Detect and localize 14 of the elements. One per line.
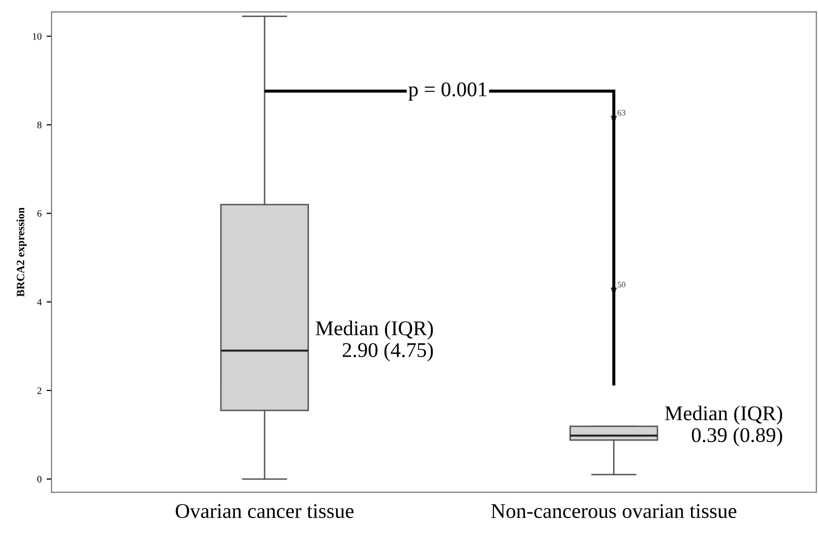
y-tick-label: 8	[37, 122, 42, 128]
annotation: 50	[618, 282, 626, 288]
annotation: 63	[618, 110, 626, 116]
y-tick-label: 2	[37, 387, 42, 394]
annotation: Median (IQR) 0.39 (0.89)	[665, 406, 782, 446]
y-tick-label: 6	[37, 210, 42, 217]
y-tick-label: 10	[32, 33, 42, 40]
y-tick-label: 4	[37, 298, 42, 306]
annotation: p = 0.001	[408, 82, 486, 101]
y-axis-title: BRCA2 expression	[16, 207, 27, 297]
y-tick-label: 0	[37, 476, 42, 482]
x-tick-label: Ovarian cancer tissue	[176, 504, 354, 518]
x-tick-label: Non-cancerous ovarian tissue	[491, 504, 736, 518]
annotation: Median (IQR) 2.90 (4.75)	[316, 320, 433, 362]
